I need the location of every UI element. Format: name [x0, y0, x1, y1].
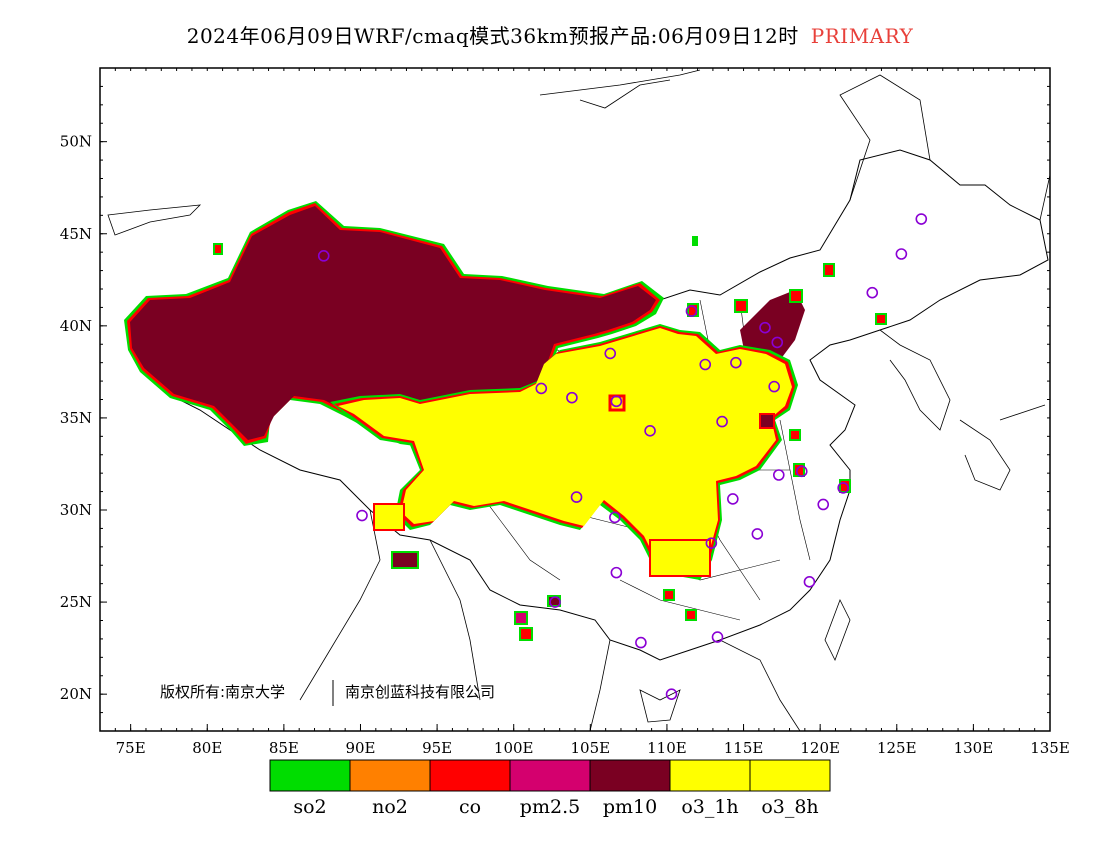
legend-swatch	[669, 759, 751, 792]
x-tick-label: 130E	[954, 739, 994, 757]
legend-label: pm10	[603, 796, 657, 818]
legend: so2 no2 co pm2.5 pm10 o3_1h o3_8h	[269, 759, 831, 818]
title-mode: PRIMARY	[810, 24, 914, 48]
station-marker	[566, 391, 578, 404]
station-marker	[915, 213, 928, 225]
station-marker	[685, 305, 698, 317]
station-marker	[699, 358, 712, 371]
station-marker	[895, 248, 908, 260]
station-marker	[768, 380, 780, 393]
map-layers	[107, 69, 1050, 731]
station-marker	[716, 415, 728, 428]
station-marker	[549, 596, 561, 608]
title-text: 2024年06月09日WRF/cmaq模式36km预报产品:06月09日12时	[186, 24, 799, 48]
copyright-right: 南京创蓝科技有限公司	[345, 683, 495, 701]
y-tick-label: 35N	[60, 409, 92, 427]
station-marker	[751, 528, 764, 540]
y-tick-label: 45N	[60, 225, 92, 243]
y-axis: 20N 25N 30N 35N 40N 45N 50N	[60, 67, 1050, 732]
y-tick-label: 30N	[60, 501, 92, 519]
y-tick-label: 40N	[60, 317, 92, 335]
legend-label: no2	[372, 796, 408, 818]
station-marker	[772, 469, 785, 481]
x-tick-label: 120E	[800, 739, 840, 757]
station-marker	[610, 566, 623, 579]
station-marker	[771, 336, 784, 349]
legend-label: o3_8h	[761, 796, 818, 818]
station-marker	[317, 250, 330, 262]
station-marker	[644, 425, 656, 437]
y-tick-label: 20N	[60, 685, 92, 703]
x-tick-label: 75E	[116, 739, 146, 757]
station-marker	[759, 321, 771, 334]
x-axis: 75E 80E 85E 90E 95E 100E 105E 110E 115E 120E 125E 1…	[99, 68, 1070, 757]
legend-swatch	[429, 759, 511, 792]
station-marker	[635, 636, 647, 649]
station-marker	[711, 631, 724, 643]
station-marker	[705, 537, 718, 549]
y-tick-label: 50N	[60, 133, 92, 151]
station-markers	[317, 213, 928, 700]
x-tick-label: 100E	[494, 739, 534, 757]
station-marker	[570, 491, 583, 503]
legend-label: o3_1h	[681, 796, 738, 818]
y-tick-label: 25N	[60, 593, 92, 611]
copyright-left: 版权所有:南京大学	[160, 683, 285, 701]
x-tick-label: 90E	[345, 739, 375, 757]
station-marker	[604, 347, 617, 360]
country-borders	[107, 69, 1050, 731]
x-tick-label: 135E	[1030, 739, 1070, 757]
legend-swatch	[749, 759, 831, 792]
legend-swatch	[349, 759, 431, 792]
x-tick-label: 85E	[269, 739, 299, 757]
legend-label: pm2.5	[520, 796, 580, 818]
station-marker	[795, 465, 808, 478]
ozone-region	[330, 324, 798, 580]
station-marker	[535, 382, 548, 395]
station-marker	[609, 511, 621, 524]
hotspots	[213, 236, 887, 641]
station-marker	[817, 498, 830, 511]
x-tick-label: 125E	[877, 739, 917, 757]
station-marker	[610, 395, 623, 408]
station-marker	[356, 509, 368, 522]
station-marker	[727, 493, 739, 505]
station-marker	[803, 576, 816, 588]
x-tick-label: 105E	[571, 739, 611, 757]
station-marker	[837, 482, 849, 494]
legend-swatch	[509, 759, 591, 792]
x-tick-label: 110E	[647, 739, 687, 757]
x-tick-label: 115E	[724, 739, 764, 757]
station-marker	[730, 356, 742, 369]
x-tick-label: 95E	[422, 739, 452, 757]
x-tick-label: 80E	[192, 739, 222, 757]
legend-swatch	[269, 759, 351, 792]
legend-swatch	[589, 759, 671, 792]
page-title: 2024年06月09日WRF/cmaq模式36km预报产品:06月09日12时 P…	[0, 20, 1100, 49]
legend-label: so2	[293, 796, 326, 818]
station-marker	[665, 688, 678, 700]
legend-label: co	[459, 796, 481, 818]
station-marker	[866, 286, 879, 299]
